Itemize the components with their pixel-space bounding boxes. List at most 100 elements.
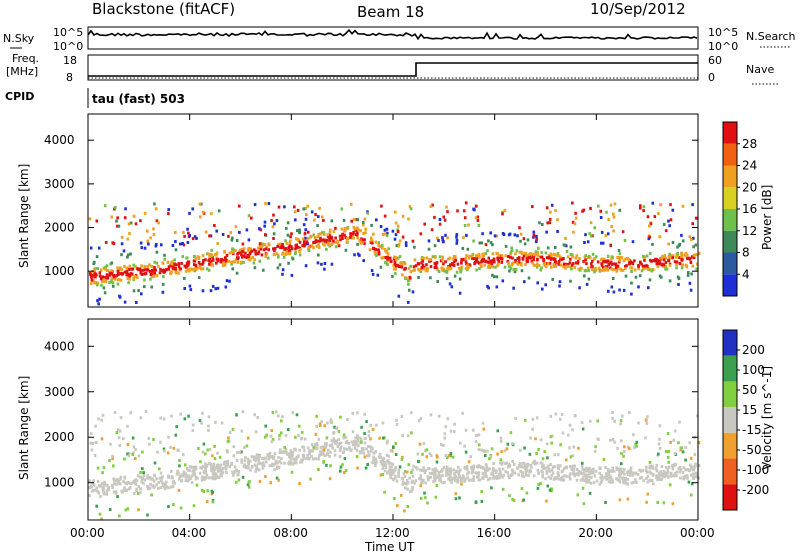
echo-cell	[388, 468, 392, 472]
echo-cell	[128, 486, 132, 490]
echo-cell	[276, 266, 280, 270]
echo-cell	[409, 264, 412, 268]
echo-cell	[423, 267, 426, 271]
echo-cell	[244, 456, 247, 460]
echo-cell	[515, 261, 519, 265]
echo-cell	[358, 451, 362, 455]
echo-cell	[691, 255, 694, 259]
echo-cell	[535, 265, 539, 269]
echo-cell	[402, 472, 406, 476]
echo-cell	[100, 517, 103, 521]
echo-cell	[691, 468, 695, 472]
echo-cell	[634, 471, 638, 475]
echo-cell	[173, 481, 176, 485]
echo-cell	[105, 492, 109, 496]
echo-cell	[541, 223, 544, 226]
echo-cell	[646, 492, 650, 496]
power-colorbar-tick-label: 24	[742, 159, 757, 173]
echo-cell	[619, 422, 622, 426]
echo-cell	[679, 468, 683, 472]
echo-cell	[632, 480, 635, 484]
echo-cell	[194, 477, 198, 481]
echo-cell	[301, 244, 304, 247]
echo-cell	[504, 254, 508, 258]
echo-cell	[236, 257, 239, 261]
echo-cell	[686, 273, 690, 277]
echo-cell	[478, 443, 481, 447]
echo-cell	[564, 465, 568, 469]
echo-cell	[250, 464, 254, 468]
echo-cell	[294, 218, 297, 222]
echo-cell	[417, 460, 420, 463]
echo-cell	[573, 222, 577, 226]
echo-cell	[449, 471, 453, 475]
echo-cell	[680, 258, 684, 262]
echo-cell	[213, 444, 216, 448]
echo-cell	[491, 265, 494, 269]
echo-cell	[206, 500, 209, 504]
echo-cell	[319, 232, 322, 236]
echo-cell	[384, 261, 387, 264]
echo-cell	[262, 248, 266, 252]
echo-cell	[362, 220, 365, 224]
echo-cell	[97, 246, 101, 250]
echo-cell	[495, 252, 498, 256]
echo-cell	[550, 487, 553, 491]
echo-cell	[179, 412, 182, 416]
echo-cell	[103, 481, 107, 485]
echo-cell	[553, 246, 557, 249]
echo-cell	[485, 466, 489, 470]
echo-cell	[182, 472, 186, 476]
echo-cell	[437, 472, 441, 476]
echo-cell	[170, 414, 173, 418]
echo-cell	[352, 217, 356, 221]
echo-cell	[226, 439, 230, 443]
echo-cell	[693, 475, 697, 479]
echo-cell	[463, 216, 467, 220]
echo-cell	[262, 457, 266, 461]
echo-cell	[134, 264, 137, 268]
echo-cell	[372, 451, 376, 455]
echo-cell	[291, 462, 295, 466]
y-tick-label: 4000	[44, 339, 75, 353]
echo-cell	[326, 235, 330, 239]
echo-cell	[238, 248, 242, 252]
echo-cell	[585, 480, 588, 484]
echo-cell	[342, 450, 346, 454]
echo-cell	[519, 469, 522, 473]
echo-cell	[447, 469, 450, 473]
echo-cell	[314, 443, 317, 447]
echo-cell	[149, 277, 152, 281]
echo-cell	[146, 513, 149, 517]
echo-cell	[507, 465, 510, 469]
echo-cell	[673, 452, 677, 456]
echo-cell	[197, 266, 200, 270]
echo-cell	[477, 433, 481, 437]
echo-cell	[324, 445, 327, 449]
echo-cell	[435, 266, 438, 270]
echo-cell	[106, 276, 110, 280]
echo-cell	[277, 243, 280, 247]
echo-cell	[585, 476, 588, 479]
echo-cell	[645, 254, 649, 258]
echo-cell	[558, 464, 562, 468]
echo-cell	[454, 258, 457, 262]
echo-cell	[140, 264, 143, 268]
echo-cell	[611, 438, 615, 441]
echo-cell	[403, 509, 406, 513]
echo-cell	[404, 486, 407, 490]
echo-cell	[549, 463, 552, 467]
echo-cell	[654, 467, 658, 471]
echo-cell	[100, 283, 103, 287]
echo-cell	[392, 469, 396, 473]
echo-cell	[539, 438, 543, 442]
echo-cell	[216, 286, 220, 290]
echo-cell	[512, 286, 515, 290]
echo-cell	[686, 257, 689, 261]
echo-cell	[322, 242, 325, 246]
echo-cell	[111, 241, 114, 245]
echo-cell	[153, 266, 156, 269]
echo-cell	[363, 242, 366, 246]
echo-cell	[430, 228, 434, 232]
echo-cell	[98, 271, 102, 275]
